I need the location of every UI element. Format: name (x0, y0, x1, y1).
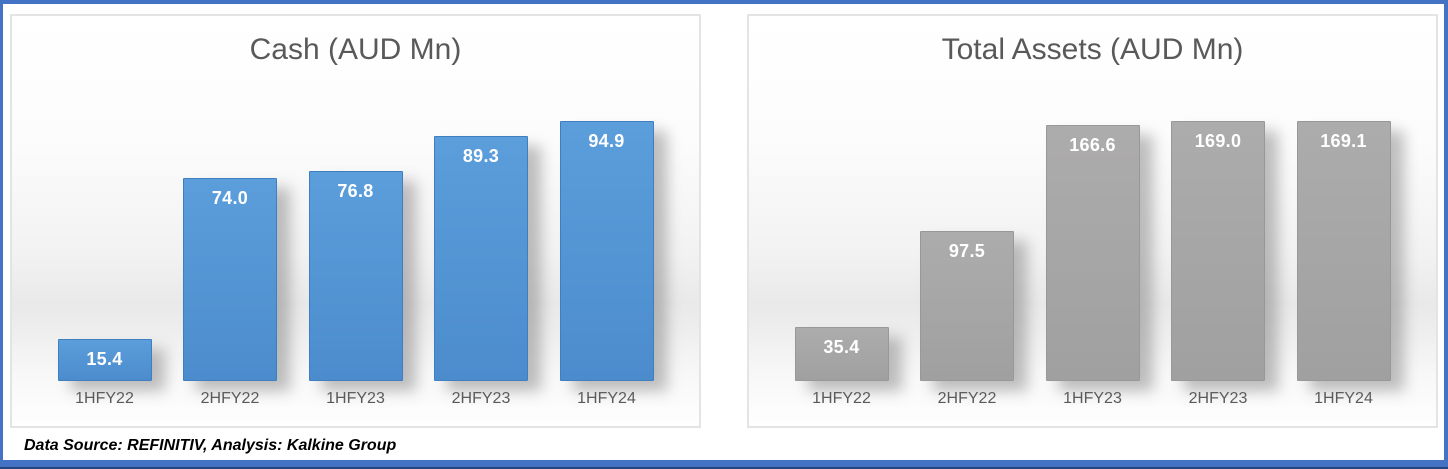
category-label: 2HFY23 (451, 390, 511, 407)
bar-2HFY23: 89.3 (434, 136, 528, 381)
category-label: 1HFY23 (1063, 390, 1122, 407)
category-label: 1HFY22 (812, 390, 871, 407)
bar-value-label: 89.3 (462, 146, 500, 166)
bar-2HFY22: 97.5 (920, 231, 1014, 381)
category-label: 1HFY23 (326, 390, 385, 407)
category-label: 1HFY22 (75, 390, 134, 407)
category-axis-total-assets: 1HFY22 2HFY22 1HFY23 2HFY23 1HFY24 (749, 390, 1436, 408)
bar-value-label: 166.6 (1069, 135, 1116, 155)
plot-area-total-assets: 35.4 97.5 166.6 169.0 169.1 (749, 81, 1436, 381)
category-label: 2HFY23 (1188, 390, 1248, 407)
charts-row: Cash (AUD Mn) 15.4 74.0 76.8 89.3 94.9 1HFY2… (10, 14, 1438, 428)
category-label: 1HFY24 (1314, 390, 1373, 407)
bar-1HFY23: 76.8 (308, 171, 403, 381)
bar-value-label: 15.4 (86, 349, 123, 369)
chart-panel-cash: Cash (AUD Mn) 15.4 74.0 76.8 89.3 94.9 1HFY2… (10, 14, 701, 428)
bar-value-label: 35.4 (823, 337, 860, 357)
bar-1HFY24: 169.1 (1296, 121, 1391, 381)
bar-value-label: 97.5 (948, 241, 986, 261)
bar-value-label: 74.0 (211, 188, 249, 208)
category-label: 2HFY22 (937, 390, 997, 407)
bar-value-label: 76.8 (337, 181, 374, 201)
bar-2HFY23: 169.0 (1171, 121, 1265, 381)
chart-title-total-assets: Total Assets (AUD Mn) (941, 33, 1244, 66)
chart-panel-total-assets: Total Assets (AUD Mn) 35.4 97.5 166.6 169.0… (747, 14, 1438, 428)
category-axis-cash: 1HFY22 2HFY22 1HFY23 2HFY23 1HFY24 (12, 390, 699, 408)
bar-2HFY22: 74.0 (183, 178, 277, 381)
bar-value-label: 169.0 (1194, 131, 1242, 151)
bar-1HFY22: 15.4 (57, 339, 152, 381)
bar-1HFY24: 94.9 (559, 121, 654, 381)
bar-1HFY23: 166.6 (1045, 125, 1140, 381)
data-source-caption: Data Source: REFINITIV, Analysis: Kalkin… (24, 437, 397, 454)
bar-1HFY22: 35.4 (794, 327, 889, 381)
bottom-accent-band (0, 460, 1448, 469)
category-label: 1HFY24 (577, 390, 636, 407)
bar-value-label: 169.1 (1320, 131, 1367, 151)
chart-title-cash: Cash (AUD Mn) (249, 33, 462, 66)
bar-value-label: 94.9 (588, 131, 625, 151)
plot-area-cash: 15.4 74.0 76.8 89.3 94.9 (12, 81, 699, 381)
category-label: 2HFY22 (200, 390, 260, 407)
